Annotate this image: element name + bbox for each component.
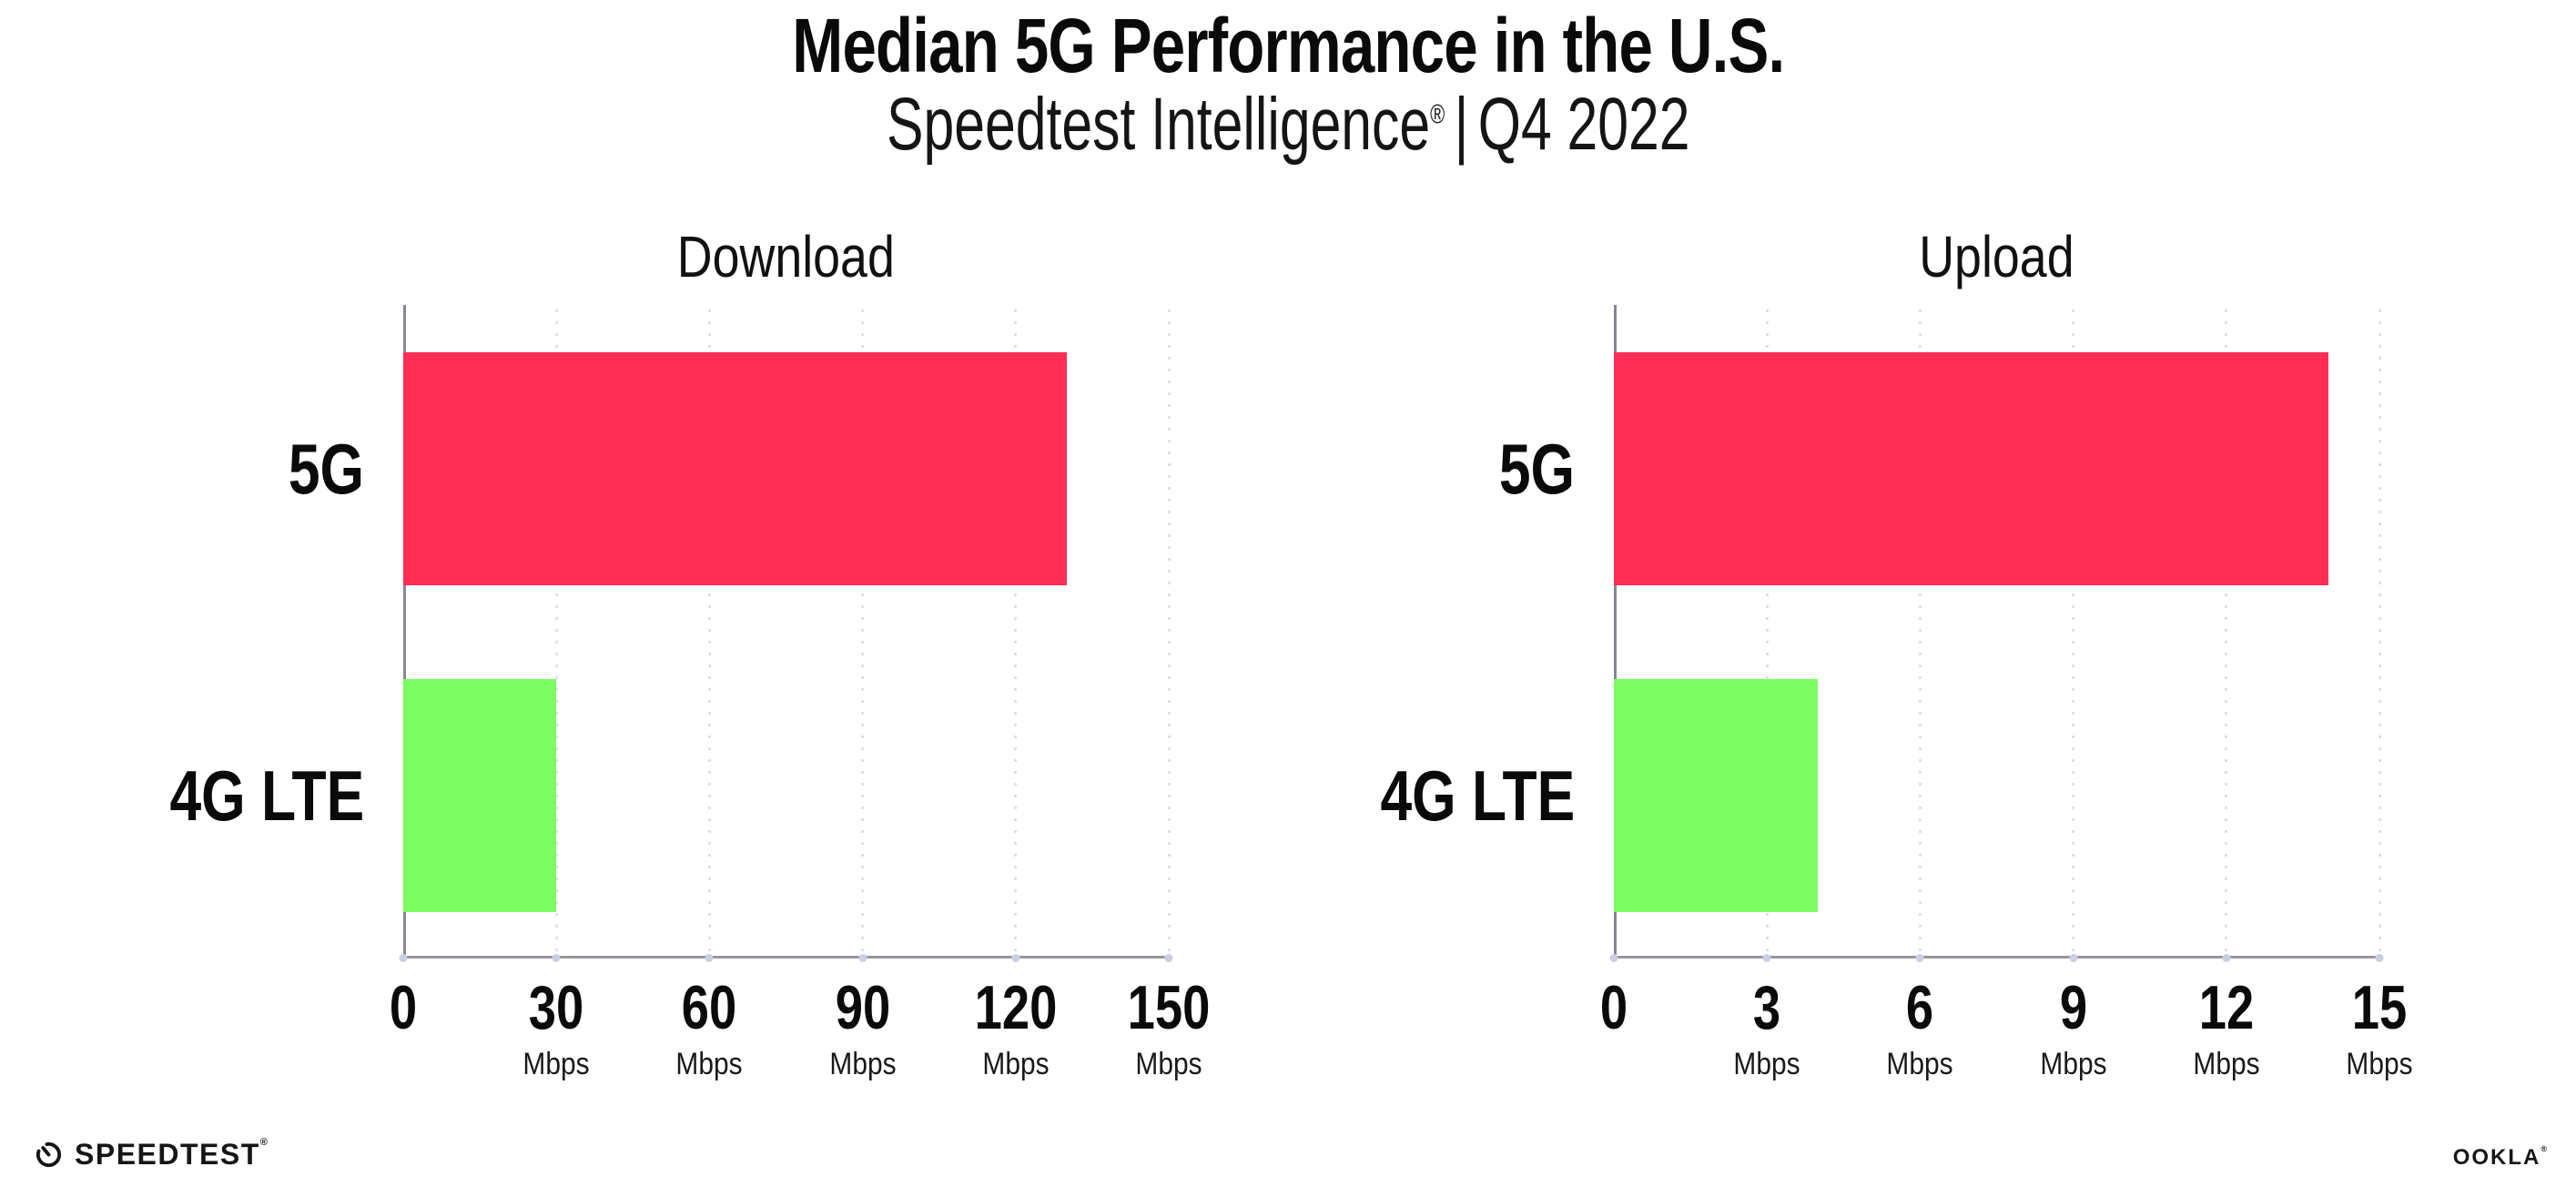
bar-5g-download [403, 352, 1067, 585]
bar-4g-lte-download [403, 679, 557, 912]
axis-tick-dot [552, 954, 561, 962]
gridline [2072, 305, 2075, 959]
category-label-5g: 5G [288, 429, 364, 509]
registered-mark: ® [2541, 1144, 2549, 1153]
x-tick-unit: Mbps [2346, 1047, 2413, 1081]
x-tick-label: 0 [389, 973, 418, 1042]
gridline [1167, 305, 1171, 959]
download-chart: Download 5G 4G LTE 0 30 60 90 120 150 Mb… [169, 218, 1210, 1124]
x-tick-label: 3 [1753, 973, 1781, 1042]
ookla-logo: OOKLA® [2452, 1144, 2549, 1170]
x-tick-label: 60 [682, 973, 737, 1042]
axis-tick-dot [705, 954, 714, 962]
page-title: Median 5G Performance in the U.S. [0, 7, 2576, 84]
axis-tick-dot [1011, 954, 1020, 962]
download-chart-title: Download [676, 224, 896, 289]
subtitle-period: Q4 2022 [1477, 83, 1690, 166]
x-axis-line [1614, 956, 2379, 959]
x-tick-label: 90 [835, 973, 890, 1042]
speedtest-gauge-icon [36, 1141, 62, 1167]
x-tick-unit: Mbps [1733, 1047, 1800, 1081]
axis-tick-dot [2069, 954, 2078, 962]
subtitle-separator: | [1454, 83, 1469, 166]
upload-chart: Upload 5G 4G LTE 0 3 6 9 12 15 Mbps Mbps [1380, 218, 2412, 1124]
x-tick-unit: Mbps [2193, 1047, 2260, 1081]
x-axis-line [403, 956, 1169, 959]
axis-tick-dot [1915, 954, 1924, 962]
upload-plot-area [1609, 305, 2384, 962]
x-tick-unit: Mbps [1135, 1047, 1202, 1081]
speedtest-wordmark: SPEEDTEST® [75, 1137, 269, 1171]
gridline [1014, 305, 1018, 959]
page-title-text: Median 5G Performance in the U.S. [791, 3, 1785, 88]
x-tick-label: 6 [1906, 973, 1934, 1042]
gridline [1918, 305, 1922, 959]
x-tick-label: 12 [2198, 973, 2255, 1042]
gridline [2378, 305, 2381, 959]
x-tick-unit: Mbps [675, 1047, 743, 1081]
bar-5g-upload [1614, 352, 2328, 585]
x-tick-unit: Mbps [982, 1047, 1050, 1081]
category-label-4g-lte: 4G LTE [169, 756, 364, 836]
upload-chart-title: Upload [1919, 224, 2074, 289]
registered-mark: ® [259, 1137, 269, 1148]
registered-mark: ® [1429, 99, 1445, 130]
gridline [707, 305, 711, 959]
x-tick-label: 120 [974, 973, 1058, 1042]
axis-tick-dot [399, 954, 408, 962]
axis-tick-dot [1609, 954, 1618, 962]
x-tick-label: 0 [1599, 973, 1628, 1042]
x-tick-label: 9 [2059, 973, 2087, 1042]
category-label-5g: 5G [1498, 429, 1575, 509]
axis-tick-dot [2375, 954, 2384, 962]
y-axis-line [1614, 305, 1617, 959]
x-tick-unit: Mbps [1886, 1047, 1953, 1081]
axis-tick-dot [1164, 954, 1173, 962]
x-tick-label: 15 [2351, 973, 2408, 1042]
gridline [1765, 305, 1769, 959]
speedtest-logo: SPEEDTEST® [35, 1137, 269, 1171]
gridline [861, 305, 865, 959]
page-subtitle: Speedtest Intelligence® | Q4 2022 [0, 87, 2576, 162]
axis-tick-dot [858, 954, 867, 962]
x-tick-unit: Mbps [522, 1047, 590, 1081]
axis-tick-dot [1762, 954, 1771, 962]
x-tick-unit: Mbps [2040, 1047, 2107, 1081]
download-plot-area [399, 305, 1173, 962]
axis-tick-dot [2222, 954, 2231, 962]
ookla-wordmark: OOKLA [2452, 1145, 2541, 1170]
y-axis-line [403, 305, 406, 959]
x-tick-label: 150 [1127, 973, 1211, 1042]
x-tick-unit: Mbps [829, 1047, 897, 1081]
x-tick-label: 30 [528, 973, 584, 1042]
gridline [554, 305, 558, 959]
category-label-4g-lte: 4G LTE [1380, 756, 1575, 836]
bar-4g-lte-upload [1614, 679, 1819, 912]
gridline [2225, 305, 2228, 959]
subtitle-brand: Speedtest Intelligence [886, 83, 1430, 166]
